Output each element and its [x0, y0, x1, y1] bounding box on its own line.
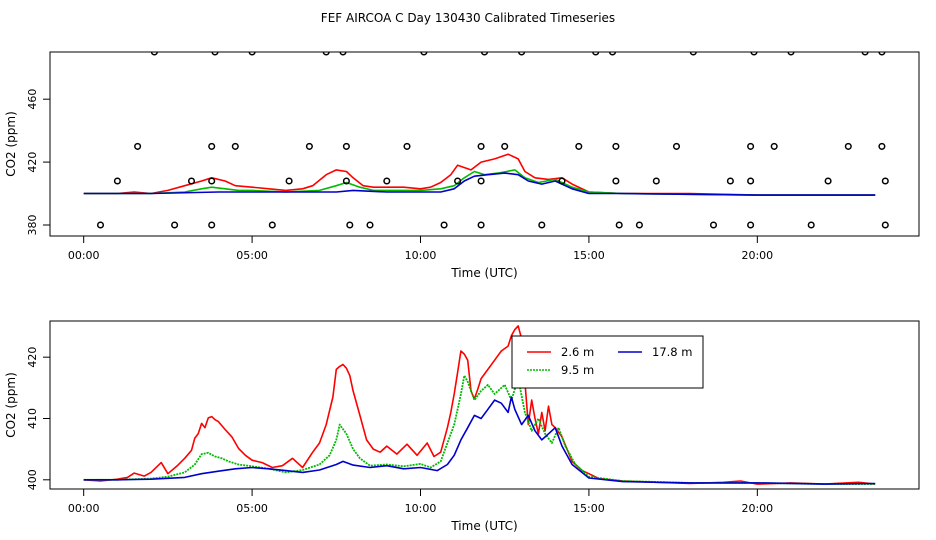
calibration-marker — [285, 177, 293, 185]
calibration-marker — [113, 177, 121, 185]
x-tick-label: 05:00 — [236, 249, 268, 262]
y-tick-label: 460 — [26, 89, 39, 110]
series-line-2 — [83, 169, 876, 196]
y-axis-label: CO2 (ppm) — [4, 372, 18, 438]
calibration-marker — [750, 52, 758, 56]
figure-title: FEF AIRCOA C Day 130430 Calibrated Times… — [321, 11, 615, 25]
calibration-marker — [305, 142, 313, 150]
calibration-marker — [268, 221, 276, 229]
x-tick-label: 10:00 — [405, 502, 437, 515]
legend: 2.6 m 9.5 m 17.8 m — [511, 335, 704, 389]
series-line-3 — [83, 172, 876, 196]
x-axis-label: Time (UTC) — [450, 519, 517, 533]
calibration-marker — [747, 142, 755, 150]
calibration-marker — [747, 221, 755, 229]
calibration-marker — [878, 142, 886, 150]
calibration-marker — [518, 52, 526, 56]
calibration-marker — [231, 142, 239, 150]
calibration-marker — [346, 221, 354, 229]
series-line-2-6-m — [83, 325, 876, 485]
calibration-marker — [538, 221, 546, 229]
calibration-marker — [861, 52, 869, 56]
calibration-marker — [844, 142, 852, 150]
calibration-marker — [96, 221, 105, 229]
series-line-9-5-m — [83, 374, 876, 486]
calibration-marker — [477, 177, 485, 185]
calibration-marker — [824, 177, 832, 185]
x-tick-label: 00:00 — [68, 502, 100, 515]
bottom-panel: 00:00 05:00 10:00 15:00 20:00 400 410 420 Time (… — [4, 320, 920, 533]
calibration-marker — [881, 221, 889, 229]
plot-area — [83, 52, 889, 229]
calibration-marker — [575, 142, 583, 150]
calibration-marker — [342, 142, 350, 150]
legend-label: 17.8 m — [652, 345, 692, 359]
calibration-marker — [652, 177, 660, 185]
calibration-marker — [770, 142, 778, 150]
x-tick-label: 10:00 — [405, 249, 437, 262]
calibration-marker — [747, 177, 755, 185]
calibration-marker — [150, 52, 158, 56]
calibration-marker — [672, 142, 681, 150]
calibration-marker — [709, 221, 718, 229]
calibration-marker — [187, 177, 196, 185]
legend-label: 2.6 m — [561, 345, 594, 359]
calibration-marker — [807, 221, 815, 229]
calibration-marker — [878, 52, 886, 56]
calibration-marker — [339, 52, 347, 56]
calibration-marker — [248, 52, 256, 56]
plot-frame — [49, 320, 920, 490]
calibration-marker — [726, 177, 734, 185]
calibration-marker — [208, 142, 216, 150]
y-tick-label: 380 — [26, 214, 39, 235]
calibration-marker — [477, 142, 485, 150]
calibration-marker — [635, 221, 643, 229]
x-tick-label: 15:00 — [573, 249, 605, 262]
calibration-marker — [881, 177, 889, 185]
calibration-marker — [383, 177, 391, 185]
series-line-17-8-m — [83, 396, 876, 485]
calibration-marker — [689, 52, 697, 56]
plot-frame — [49, 51, 920, 237]
calibration-marker — [208, 221, 216, 229]
y-tick-label: 400 — [26, 469, 39, 490]
top-panel: 00:00 05:00 10:00 15:00 20:00 380 420 460 Time (… — [4, 51, 920, 280]
calibration-marker — [558, 177, 566, 185]
calibration-marker — [787, 52, 795, 56]
calibration-marker — [420, 52, 428, 56]
calibration-marker — [134, 142, 142, 150]
calibration-marker — [171, 221, 179, 229]
x-tick-label: 05:00 — [236, 502, 268, 515]
calibration-marker — [208, 177, 216, 185]
calibration-marker — [477, 221, 485, 229]
y-tick-label: 410 — [26, 408, 39, 429]
y-tick-label: 420 — [26, 152, 39, 173]
x-tick-label: 15:00 — [573, 502, 605, 515]
calibration-marker — [403, 142, 411, 150]
legend-label: 9.5 m — [561, 363, 594, 377]
calibration-marker — [211, 52, 219, 56]
calibration-marker — [322, 52, 330, 56]
calibration-marker — [501, 142, 509, 150]
x-tick-label: 20:00 — [741, 249, 773, 262]
plot-area — [83, 325, 876, 486]
calibration-marker — [366, 221, 374, 229]
calibration-marker — [592, 52, 600, 56]
x-tick-label: 20:00 — [741, 502, 773, 515]
x-tick-label: 00:00 — [68, 249, 100, 262]
y-tick-label: 420 — [26, 347, 39, 368]
calibration-marker — [480, 52, 489, 56]
calibration-marker — [608, 52, 617, 56]
calibration-marker — [454, 177, 462, 185]
x-axis-label: Time (UTC) — [450, 266, 517, 280]
calibration-marker — [342, 177, 350, 185]
calibration-marker — [615, 221, 623, 229]
legend-box — [511, 335, 704, 389]
calibration-marker — [440, 221, 448, 229]
calibration-marker — [612, 142, 620, 150]
y-axis-label: CO2 (ppm) — [4, 111, 18, 177]
calibration-marker — [612, 177, 620, 185]
